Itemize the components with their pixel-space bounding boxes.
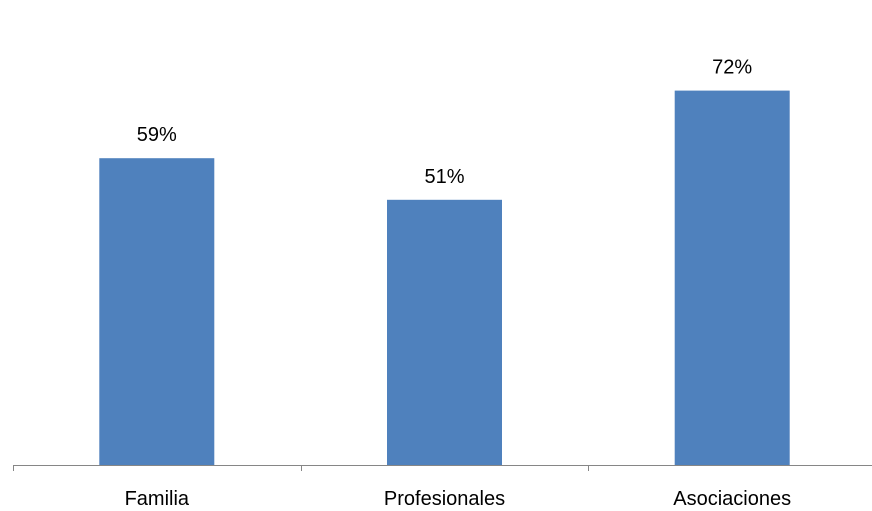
data-label-asociaciones: 72%: [712, 57, 752, 79]
bar-familia: [99, 158, 215, 465]
data-label-familia: 59%: [137, 124, 177, 146]
x-tick-label-asociaciones: Asociaciones: [673, 488, 791, 510]
bars-group: [99, 90, 790, 466]
bar-asociaciones: [674, 90, 790, 465]
bar-profesionales: [387, 199, 502, 466]
x-axis: [13, 465, 872, 471]
x-tick-labels-group: Familia Profesionales Asociaciones: [125, 488, 792, 510]
data-labels-group: 59% 51% 72%: [137, 57, 753, 188]
x-tick-label-familia: Familia: [125, 488, 190, 510]
x-tick-label-profesionales: Profesionales: [384, 488, 505, 510]
data-label-profesionales: 51%: [424, 166, 464, 188]
